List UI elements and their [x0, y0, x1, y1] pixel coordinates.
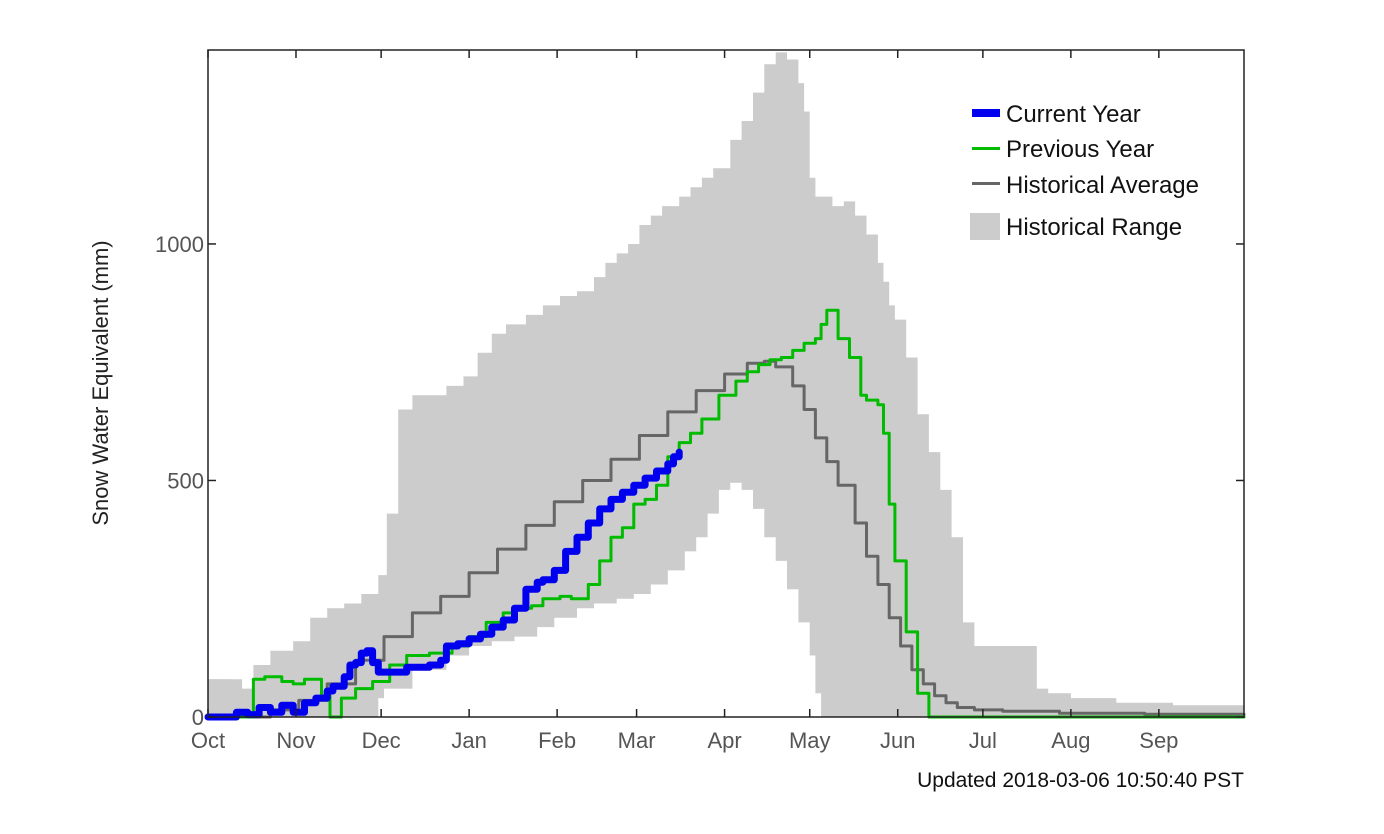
- legend-label-previous-year: Previous Year: [1006, 136, 1154, 163]
- updated-timestamp: Updated 2018-03-06 10:50:40 PST: [917, 769, 1244, 792]
- current-year-line: [204, 448, 683, 721]
- x-tick-label: Mar: [618, 728, 656, 753]
- x-tick-label: Jul: [969, 728, 997, 753]
- x-tick-label: Nov: [276, 728, 315, 753]
- legend-label-current-year: Current Year: [1006, 101, 1141, 128]
- legend-swatch-historical-average: [972, 182, 1000, 185]
- legend-label-historical-range: Historical Range: [1006, 214, 1182, 241]
- y-axis-title: Snow Water Equivalent (mm): [88, 240, 113, 525]
- legend-swatch-current-year: [972, 109, 1000, 117]
- legend-label-historical-average: Historical Average: [1006, 172, 1199, 199]
- plot-area: [204, 52, 1246, 721]
- legend: Current Year Previous Year Historical Av…: [970, 101, 1199, 241]
- x-tick-label: Aug: [1051, 728, 1090, 753]
- y-tick-label: 500: [167, 468, 204, 493]
- previous-year-line: [206, 308, 1246, 719]
- y-tick-label: 1000: [155, 232, 204, 257]
- historical-average-line: [206, 359, 1246, 719]
- x-tick-label: Jan: [451, 728, 486, 753]
- x-tick-label: Jun: [880, 728, 915, 753]
- x-tick-label: May: [789, 728, 831, 753]
- x-tick-label: Sep: [1139, 728, 1178, 753]
- y-tick-label: 0: [192, 705, 204, 730]
- x-tick-label: Dec: [362, 728, 401, 753]
- axis-ticks: 0 500 1000 Oct Nov Dec Jan Feb Mar Apr May Jun Jul Au…: [155, 50, 1244, 753]
- x-tick-label: Oct: [191, 728, 225, 753]
- x-tick-label: Feb: [538, 728, 576, 753]
- legend-swatch-previous-year: [972, 147, 1000, 150]
- plot-frame: [207, 49, 1245, 718]
- legend-swatch-historical-range: [970, 213, 1000, 240]
- x-tick-label: Apr: [707, 728, 741, 753]
